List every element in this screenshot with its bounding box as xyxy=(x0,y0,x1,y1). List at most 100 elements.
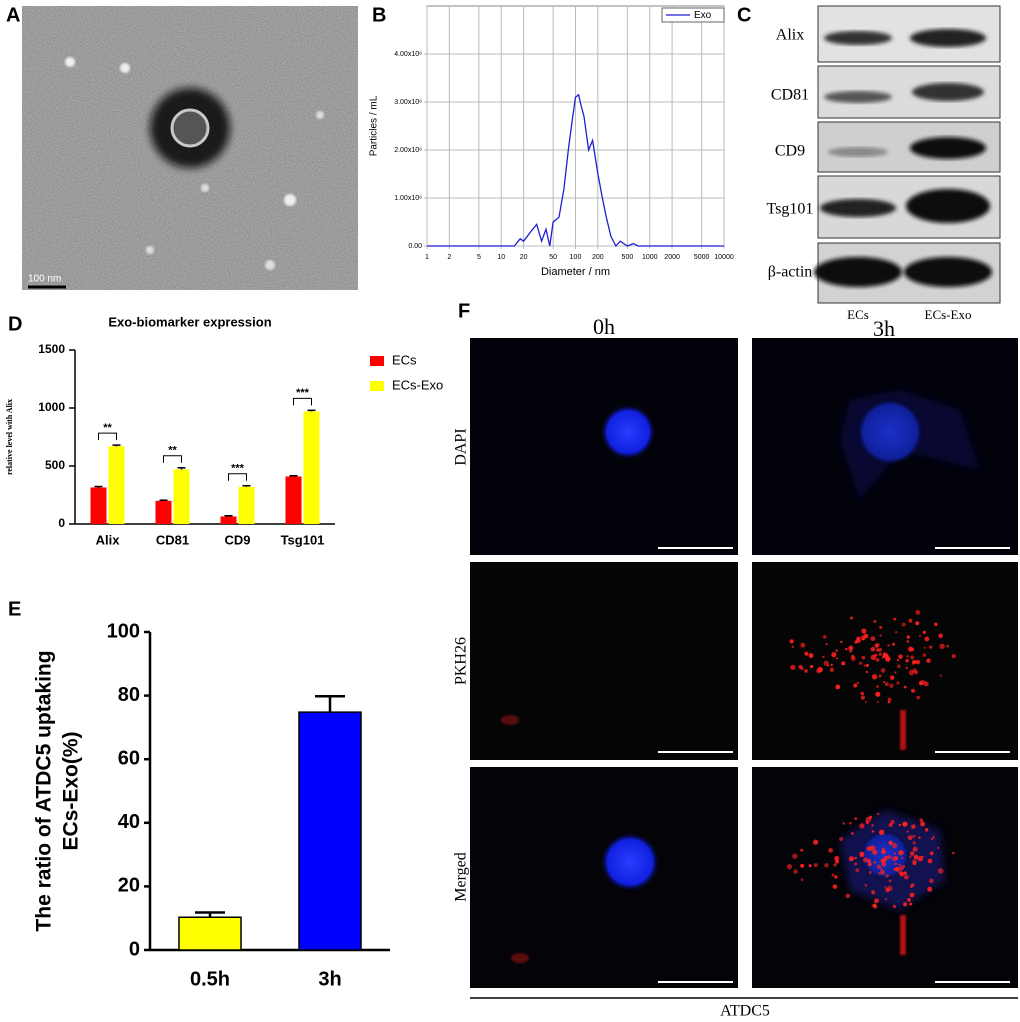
red-dot xyxy=(840,640,843,644)
red-dot xyxy=(860,691,865,696)
red-dot xyxy=(867,862,872,867)
red-dot xyxy=(918,836,921,839)
red-dot xyxy=(903,871,907,875)
red-dot xyxy=(918,634,922,637)
particle xyxy=(120,63,130,73)
red-dot xyxy=(858,661,863,666)
red-dot xyxy=(835,657,839,660)
particle xyxy=(284,194,296,206)
red-dot xyxy=(927,858,933,864)
red-dot xyxy=(887,700,891,704)
red-dot xyxy=(888,823,893,827)
y-tick-label: 1.00x10⁶ xyxy=(394,195,422,202)
significance-label: ** xyxy=(168,445,177,457)
red-dot xyxy=(842,822,845,825)
x-tick-label: 5000 xyxy=(694,254,710,261)
legend-swatch xyxy=(370,381,384,391)
red-dot xyxy=(913,861,916,864)
bar xyxy=(155,500,172,524)
red-dot xyxy=(909,902,913,906)
legend-box xyxy=(661,7,725,23)
red-dot xyxy=(878,674,882,678)
band xyxy=(904,257,992,287)
x-tick-label: 1 xyxy=(425,254,429,261)
red-dot xyxy=(908,618,913,623)
red-dot xyxy=(835,859,839,864)
x-tick-label: 1000 xyxy=(642,254,658,261)
red-dot xyxy=(918,681,924,686)
red-dot xyxy=(903,685,907,689)
red-dot xyxy=(910,851,915,856)
red-dot xyxy=(873,851,876,855)
red-dot xyxy=(906,830,909,833)
red-dot xyxy=(885,874,889,878)
x-tick-label: CD9 xyxy=(224,532,250,547)
red-dot xyxy=(921,855,924,858)
red-dot xyxy=(800,666,804,671)
band xyxy=(828,147,888,157)
bar xyxy=(303,411,320,524)
error-bar xyxy=(112,444,121,447)
row-label: β-actin xyxy=(768,264,813,281)
legend-label: Exo xyxy=(694,10,712,21)
x-tick-label: 10000 xyxy=(714,254,734,261)
red-dot xyxy=(894,856,899,860)
red-dot xyxy=(874,643,879,648)
red-dot xyxy=(908,646,914,652)
red-dot xyxy=(854,817,858,820)
red-dot xyxy=(912,846,918,852)
particle xyxy=(316,111,324,119)
y-tick-label: 500 xyxy=(45,458,65,472)
red-dot xyxy=(924,636,930,642)
red-dot xyxy=(835,684,841,690)
red-dot xyxy=(925,828,929,832)
significance-label: *** xyxy=(231,463,245,475)
red-dot xyxy=(839,836,844,842)
panel-a: 100 nm A xyxy=(6,4,358,290)
y-tick-label: 100 xyxy=(107,620,140,642)
red-dot xyxy=(816,668,821,674)
red-dot xyxy=(922,630,927,635)
y-axis-label: ECs-Exo(%) xyxy=(60,731,83,850)
x-tick-label: 2 xyxy=(447,254,451,261)
red-process xyxy=(900,915,906,955)
red-dot xyxy=(834,856,840,861)
red-dot xyxy=(951,654,956,659)
red-dot xyxy=(875,657,880,662)
red-dot xyxy=(848,856,855,862)
x-tick-label: 200 xyxy=(592,254,604,261)
red-dot xyxy=(878,829,885,836)
red-process xyxy=(900,710,906,750)
red-dot xyxy=(886,856,889,859)
red-dot xyxy=(888,840,893,845)
particle xyxy=(201,184,209,192)
legend-label: ECs-Exo xyxy=(392,377,443,392)
red-dot xyxy=(832,884,838,889)
row-label: Alix xyxy=(776,27,804,44)
red-dot xyxy=(937,846,940,850)
x-tick-label: 20 xyxy=(520,254,528,261)
red-dot xyxy=(808,864,812,868)
red-dot xyxy=(868,871,872,874)
chart-title: Exo-biomarker expression xyxy=(108,314,271,329)
red-dot xyxy=(856,636,861,641)
red-dot xyxy=(790,664,796,670)
red-dot xyxy=(894,862,897,866)
red-dot xyxy=(789,639,794,644)
red-dot xyxy=(870,654,877,661)
red-dot xyxy=(822,634,827,639)
x-tick-label: 10 xyxy=(497,254,505,261)
red-dot xyxy=(786,864,793,870)
y-tick-label: 2.00x10⁶ xyxy=(394,147,422,154)
red-dot xyxy=(828,847,834,853)
red-dot xyxy=(929,878,934,884)
legend-label: ECs xyxy=(392,352,417,367)
red-dot xyxy=(875,648,879,651)
red-dot xyxy=(876,864,882,870)
red-dot xyxy=(861,628,867,634)
x-tick-label: 5 xyxy=(477,254,481,261)
red-dot xyxy=(893,617,897,621)
x-tick-label: Tsg101 xyxy=(281,532,325,547)
row-label: Merged xyxy=(453,852,470,901)
red-dot xyxy=(901,856,904,860)
